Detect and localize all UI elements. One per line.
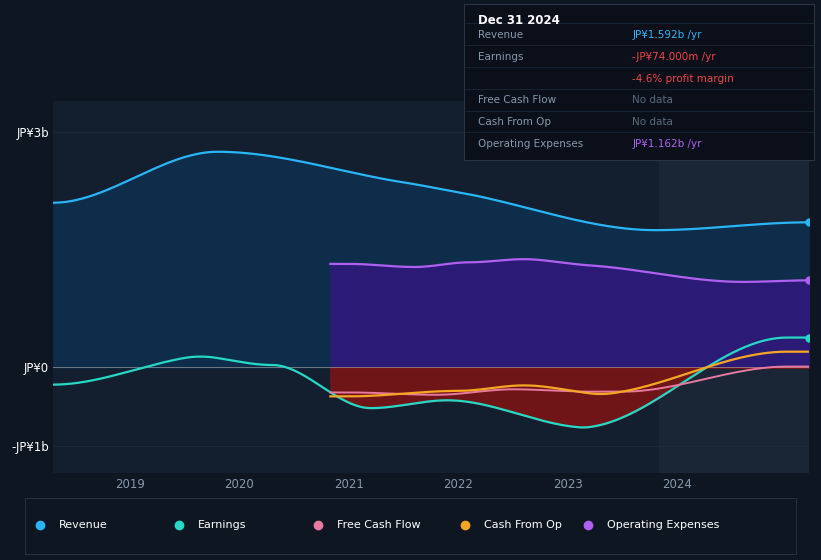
Text: Operating Expenses: Operating Expenses xyxy=(608,520,720,530)
Text: Revenue: Revenue xyxy=(59,520,108,530)
Text: Free Cash Flow: Free Cash Flow xyxy=(337,520,421,530)
Text: Operating Expenses: Operating Expenses xyxy=(478,139,583,149)
Text: JP¥1.592b /yr: JP¥1.592b /yr xyxy=(632,30,702,40)
Text: Free Cash Flow: Free Cash Flow xyxy=(478,95,556,105)
Text: Revenue: Revenue xyxy=(478,30,523,40)
Text: Earnings: Earnings xyxy=(199,520,247,530)
Text: Cash From Op: Cash From Op xyxy=(478,117,551,127)
Text: -JP¥74.000m /yr: -JP¥74.000m /yr xyxy=(632,52,716,62)
Text: No data: No data xyxy=(632,117,673,127)
Text: Earnings: Earnings xyxy=(478,52,524,62)
Bar xyxy=(658,101,809,473)
Text: No data: No data xyxy=(632,95,673,105)
Text: JP¥1.162b /yr: JP¥1.162b /yr xyxy=(632,139,702,149)
Text: Dec 31 2024: Dec 31 2024 xyxy=(478,14,560,27)
Text: Cash From Op: Cash From Op xyxy=(484,520,562,530)
Text: -4.6% profit margin: -4.6% profit margin xyxy=(632,74,734,83)
